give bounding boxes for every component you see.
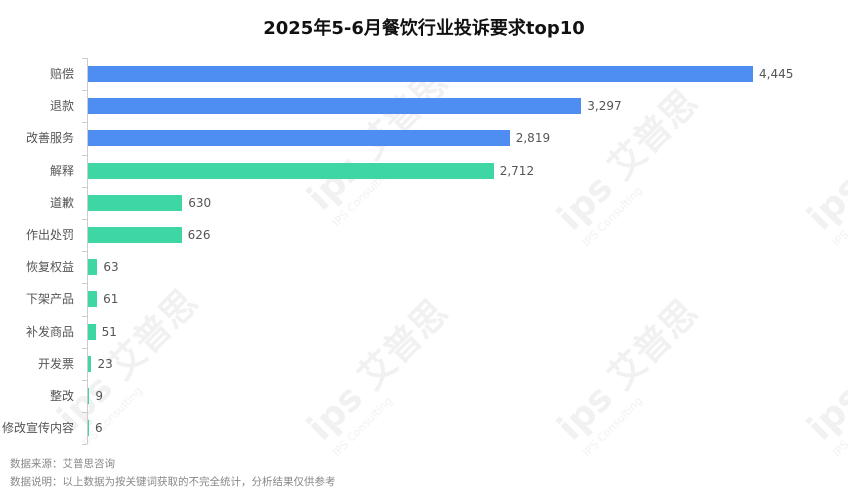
axis-tick <box>82 347 87 349</box>
bar-row: 解释 2,712 <box>0 155 848 187</box>
bar <box>88 388 90 404</box>
bar <box>88 194 183 211</box>
axis-tick <box>82 444 87 446</box>
axis-tick <box>82 154 87 156</box>
data-source-note: 数据来源：艾普思咨询 <box>10 458 115 470</box>
bar-row: 作出处罚 626 <box>0 219 848 251</box>
category-label: 补发商品 <box>25 324 74 339</box>
value-label: 23 <box>97 356 113 371</box>
value-label: 630 <box>188 195 212 210</box>
value-label: 4,445 <box>759 67 794 81</box>
chart-title: 2025年5-6月餐饮行业投诉要求top10 <box>263 18 585 39</box>
axis-tick <box>82 122 87 124</box>
bar-row: 开发票 23 <box>0 348 848 380</box>
category-label: 恢复权益 <box>25 260 74 275</box>
bar-row: 退款 3,297 <box>0 90 848 122</box>
axis-tick <box>82 412 87 414</box>
category-label: 整改 <box>49 389 74 403</box>
value-label: 2,819 <box>515 131 551 146</box>
bar-row: 赔偿 4,445 <box>0 58 848 90</box>
category-label: 赔偿 <box>49 67 74 81</box>
bar-row: 改善服务 2,819 <box>0 122 848 154</box>
axis-tick <box>82 315 87 317</box>
bar <box>88 130 510 147</box>
bar-row: 下架产品 61 <box>0 283 848 315</box>
axis-tick <box>82 219 87 220</box>
category-label: 开发票 <box>37 356 74 371</box>
bar <box>88 98 582 115</box>
category-label: 改善服务 <box>25 131 74 146</box>
value-label: 9 <box>95 389 103 403</box>
category-label: 修改宣传内容 <box>1 421 74 436</box>
axis-tick <box>82 90 87 92</box>
data-description-note: 数据说明：以上数据为按关键词获取的不完全统计，分析结果仅供参考 <box>10 476 336 488</box>
bar <box>88 420 89 437</box>
bar <box>88 323 96 340</box>
bar <box>88 66 753 82</box>
category-label: 下架产品 <box>25 292 74 307</box>
value-label: 63 <box>103 260 119 275</box>
value-label: 51 <box>101 324 117 339</box>
y-axis-line <box>87 58 88 444</box>
bar-row: 恢复权益 63 <box>0 251 848 283</box>
category-label: 道歉 <box>49 195 74 210</box>
axis-tick <box>82 251 87 253</box>
value-label: 2,712 <box>499 163 535 178</box>
bar <box>88 355 92 372</box>
bar <box>88 291 98 308</box>
value-label: 626 <box>187 228 211 242</box>
value-label: 6 <box>95 421 103 436</box>
bar <box>88 259 98 276</box>
category-label: 作出处罚 <box>25 228 74 242</box>
axis-tick <box>82 58 87 59</box>
value-label: 3,297 <box>587 99 622 114</box>
bar-row: 补发商品 51 <box>0 316 848 348</box>
bar-row: 道歉 630 <box>0 187 848 219</box>
axis-tick <box>82 380 87 381</box>
bar <box>88 162 494 179</box>
bar <box>88 227 182 243</box>
axis-tick <box>82 186 87 188</box>
category-label: 解释 <box>49 163 74 178</box>
bar-row: 整改 9 <box>0 380 848 412</box>
bar-row: 修改宣传内容 6 <box>0 412 848 444</box>
category-label: 退款 <box>49 99 74 114</box>
axis-tick <box>82 283 87 285</box>
value-label: 61 <box>103 292 119 307</box>
